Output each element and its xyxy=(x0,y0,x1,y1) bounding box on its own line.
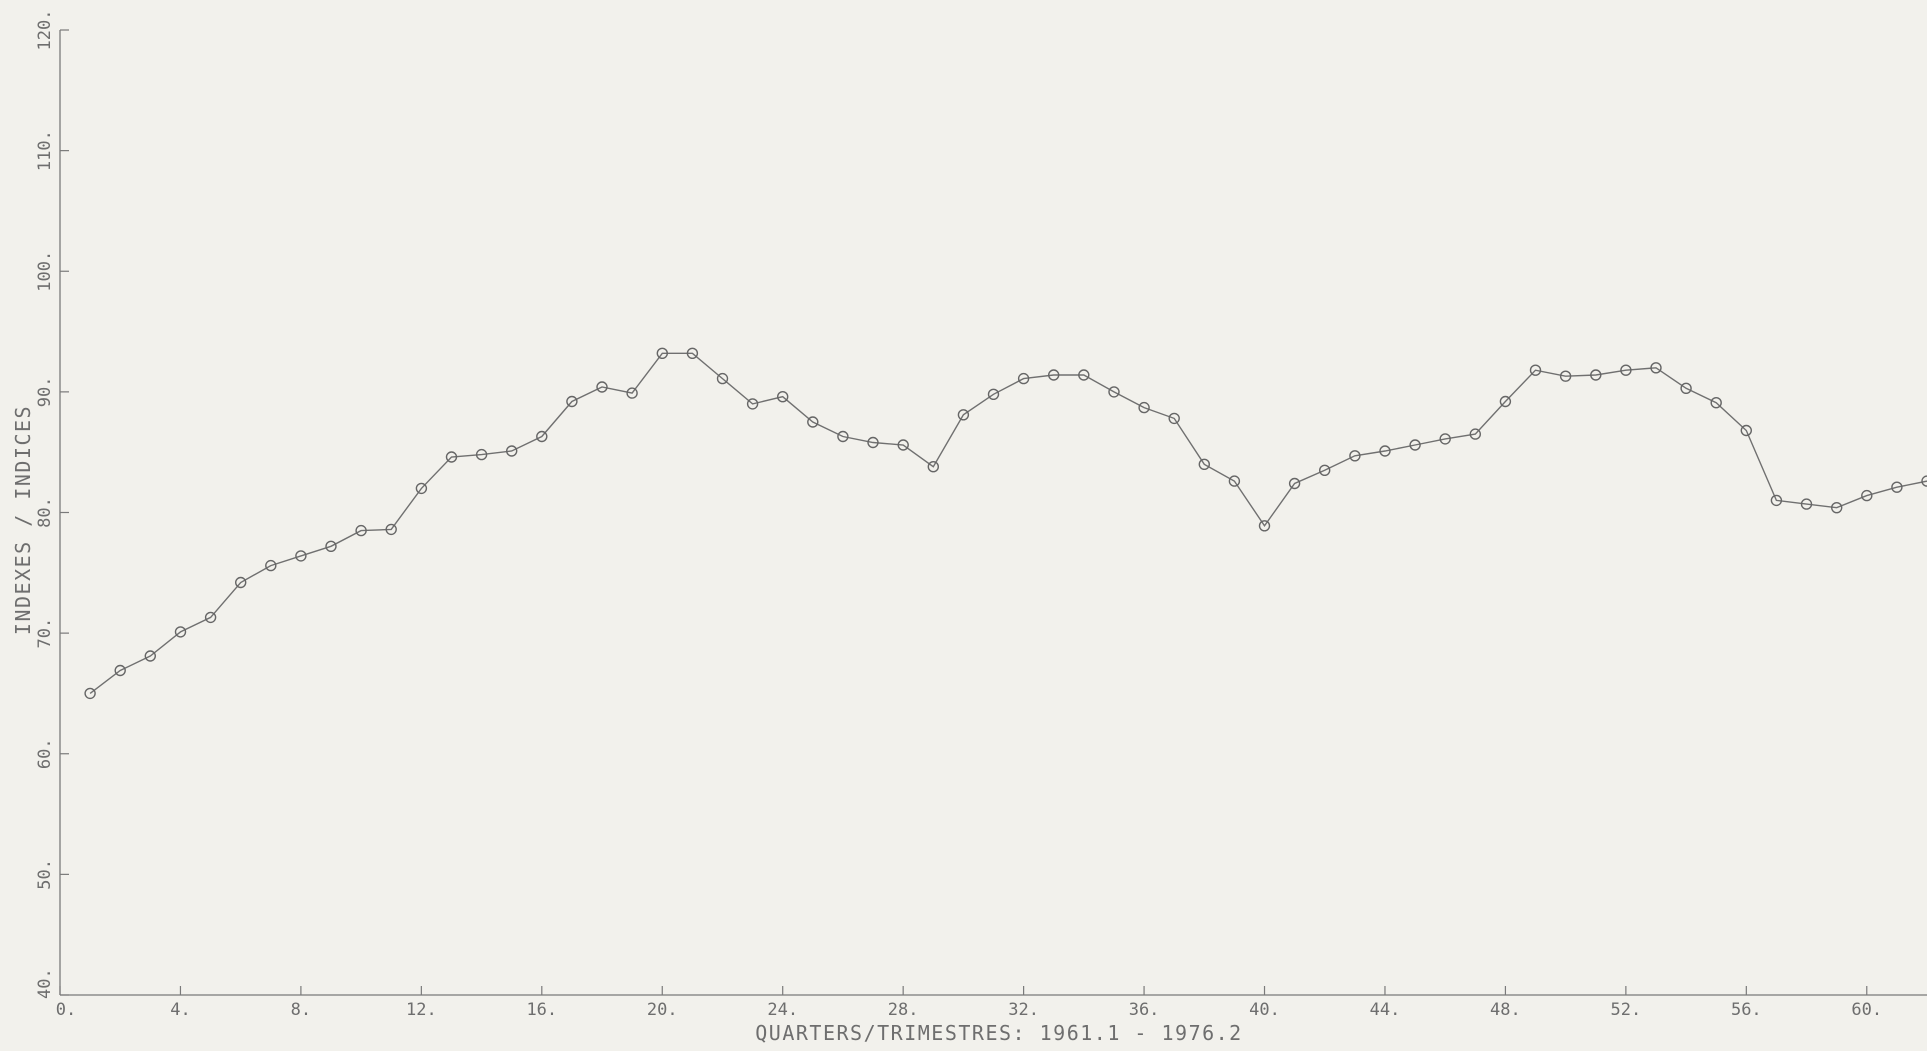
data-point xyxy=(1861,489,1873,502)
x-tick-label: 12. xyxy=(406,1000,437,1020)
y-tick-label: 110. xyxy=(35,130,55,171)
y-tick-label: 70. xyxy=(35,618,55,649)
y-axis-label: INDEXES / INDICES xyxy=(11,405,35,635)
data-point xyxy=(1409,439,1421,451)
data-point xyxy=(1830,502,1843,514)
x-tick-label: 44. xyxy=(1370,1000,1401,1020)
x-tick-label: 52. xyxy=(1611,1000,1642,1020)
x-tick-label: 48. xyxy=(1490,1000,1521,1020)
data-point xyxy=(1529,364,1542,376)
y-tick-label: 100. xyxy=(35,251,55,292)
data-point xyxy=(1620,364,1632,376)
data-point xyxy=(626,387,638,399)
data-point xyxy=(1138,401,1150,414)
x-tick-label: 28. xyxy=(888,1000,919,1020)
data-point xyxy=(1740,424,1753,437)
data-point xyxy=(445,451,458,463)
data-point xyxy=(987,388,1000,400)
data-point xyxy=(1047,369,1060,381)
data-point xyxy=(897,439,909,451)
data-point xyxy=(1198,458,1211,470)
data-point xyxy=(475,448,488,461)
data-point xyxy=(777,391,789,403)
x-tick-label: 8. xyxy=(291,1000,311,1020)
x-tick-label: 4. xyxy=(170,1000,190,1020)
data-point xyxy=(686,347,699,359)
data-point xyxy=(1891,481,1903,493)
data-point xyxy=(566,395,578,408)
data-point xyxy=(265,559,277,572)
data-point xyxy=(1499,395,1512,408)
data-point xyxy=(536,430,548,443)
data-point xyxy=(746,398,759,410)
data-point xyxy=(1921,475,1927,487)
x-tick-label: 20. xyxy=(647,1000,678,1020)
data-point xyxy=(415,482,428,495)
data-point xyxy=(1710,397,1722,409)
data-point xyxy=(957,409,970,421)
data-point xyxy=(807,416,819,428)
x-tick-label: 40. xyxy=(1249,1000,1280,1020)
x-tick-label: 56. xyxy=(1731,1000,1762,1020)
data-point xyxy=(1258,520,1271,532)
data-point xyxy=(506,445,518,457)
y-tick-label: 120. xyxy=(35,10,55,51)
data-point xyxy=(1379,445,1391,457)
data-point xyxy=(114,664,126,677)
data-point xyxy=(1770,494,1783,507)
series-line xyxy=(89,352,1927,694)
data-point xyxy=(144,650,157,662)
y-tick-label: 80. xyxy=(35,497,55,528)
data-point xyxy=(1469,428,1482,440)
x-tick-label: 36. xyxy=(1129,1000,1160,1020)
data-point xyxy=(867,436,879,449)
y-tick-label: 40. xyxy=(35,968,55,999)
x-tick-label: 0. xyxy=(56,1000,76,1020)
data-point xyxy=(927,461,939,473)
data-point xyxy=(1228,475,1241,487)
data-point xyxy=(355,524,367,537)
data-point xyxy=(1017,372,1030,385)
data-point xyxy=(656,347,668,359)
x-tick-label: 24. xyxy=(767,1000,798,1020)
data-point xyxy=(1288,477,1301,490)
data-point xyxy=(84,687,96,700)
x-axis: 0. 4. 8. 12. 16. 20. 24. 28. 32. 36. 40. 44. 48. 52. 5… xyxy=(56,986,1927,1020)
data-point xyxy=(1590,369,1602,381)
data-point xyxy=(1559,370,1572,382)
data-point xyxy=(385,523,397,536)
y-axis: 40. 50. 60. 70. 80. 90. 100. 110. 120. xyxy=(35,10,69,999)
data-point xyxy=(1349,450,1361,462)
y-tick-label: 90. xyxy=(35,377,55,408)
x-axis-label: QUARTERS/TRIMESTRES: 1961.1 - 1976.2 xyxy=(755,1021,1242,1045)
data-point xyxy=(1108,386,1120,398)
data-point xyxy=(1078,369,1090,381)
data-point xyxy=(1650,362,1662,374)
y-tick-label: 60. xyxy=(35,738,55,769)
data-point xyxy=(837,430,849,443)
data-point xyxy=(1800,498,1813,510)
data-point xyxy=(596,381,608,393)
data-point xyxy=(234,576,247,589)
data-point xyxy=(174,626,187,638)
data-point xyxy=(325,540,337,552)
data-point xyxy=(1439,433,1451,445)
series-group xyxy=(84,347,1927,700)
data-point xyxy=(1318,464,1331,476)
x-tick-label: 16. xyxy=(526,1000,557,1020)
y-tick-label: 50. xyxy=(35,859,55,890)
data-point xyxy=(716,372,729,385)
data-point xyxy=(295,550,307,562)
data-point xyxy=(1168,412,1180,425)
x-tick-label: 32. xyxy=(1008,1000,1039,1020)
data-point xyxy=(1680,382,1692,394)
x-tick-label: 60. xyxy=(1851,1000,1882,1020)
data-point xyxy=(204,611,217,624)
